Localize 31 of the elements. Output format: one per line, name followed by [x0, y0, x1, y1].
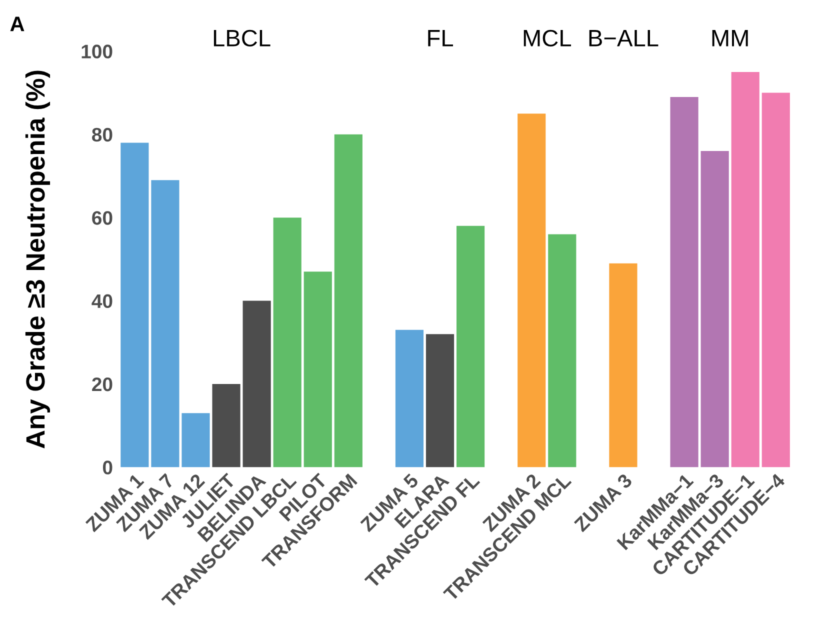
y-tick-label: 60	[92, 211, 112, 225]
bar	[212, 384, 240, 468]
bar	[334, 134, 362, 468]
bar	[731, 72, 760, 468]
bar	[242, 300, 271, 468]
bar	[609, 263, 638, 468]
y-tick-label: 80	[92, 128, 112, 142]
text: LBCL	[214, 30, 270, 47]
bar	[395, 330, 424, 468]
text: B−ALL	[589, 30, 658, 46]
bar	[548, 234, 576, 468]
text: MCL	[524, 30, 572, 47]
bar	[518, 114, 546, 468]
bar	[456, 226, 485, 468]
bar	[762, 92, 790, 468]
bar	[426, 334, 454, 468]
bar	[151, 180, 180, 468]
y-axis-title: Any Grade ≥3 Neutropenia (%)	[25, 70, 50, 448]
chart-title: A	[10, 16, 24, 32]
bar	[700, 151, 729, 468]
y-tick-label: 40	[92, 294, 112, 308]
y-tick-label: 100	[82, 44, 112, 58]
y-tick-label: 20	[92, 377, 112, 392]
text: FL	[428, 30, 454, 46]
bar	[670, 96, 698, 468]
bar	[273, 218, 302, 468]
bar	[304, 272, 332, 468]
bar	[120, 142, 149, 468]
bar	[182, 413, 210, 468]
text: MM	[712, 30, 748, 46]
y-tick-label: 0	[102, 460, 112, 474]
